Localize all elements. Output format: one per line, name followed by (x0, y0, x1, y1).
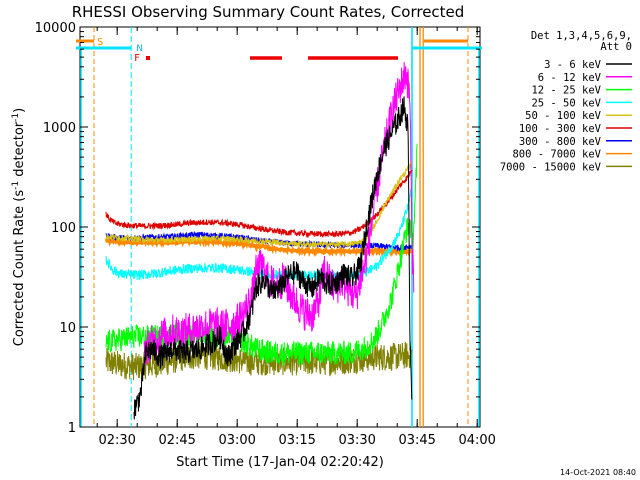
series-line-8 (104, 235, 414, 258)
legend-title-line-1: Det 1,3,4,5,6,9, (531, 30, 632, 42)
legend-entry-label: 800 - 7000 keV (512, 149, 601, 161)
chart-title: RHESSI Observing Summary Count Rates, Co… (72, 3, 465, 21)
legend-entry-label: 25 - 50 keV (531, 97, 601, 109)
y-axis-label-mid: detector (12, 121, 27, 181)
x-tick-label: 02:30 (98, 433, 135, 448)
y-tick-label: 1000 (43, 121, 76, 136)
legend-entry-label: 6 - 12 keV (538, 72, 602, 84)
y-axis-label-sup2: -1 (11, 113, 21, 122)
x-tick-label: 03:00 (218, 433, 255, 448)
series-layer (104, 62, 418, 420)
axes: 02:30 02:45 03:00 03:15 03:30 03:45 04:00 1 10 10… (35, 21, 496, 448)
y-axis-label: Corrected Count Rate (s-1 detector-1) (11, 108, 27, 346)
x-axis-label: Start Time (17-Jan-04 02:20:42) (176, 455, 384, 470)
legend-entry-label: 3 - 6 keV (544, 59, 602, 71)
legend-entry-label: 7000 - 15000 keV (500, 161, 602, 173)
series-line-1 (133, 96, 413, 420)
night-marker-label: N (136, 44, 143, 54)
series-line-5 (105, 160, 413, 249)
legend-entry-label: 100 - 300 keV (519, 123, 602, 135)
flare-marker-label: F (134, 53, 140, 64)
x-tick-label: 03:45 (398, 433, 435, 448)
legend-entry-label: 300 - 800 keV (519, 136, 602, 148)
x-tick-label: 04:00 (458, 433, 495, 448)
y-tick-label: 10 (59, 321, 76, 336)
flare-dot (146, 56, 150, 60)
x-tick-label: 03:15 (278, 433, 315, 448)
y-axis-label-sup1: -1 (11, 181, 21, 190)
y-tick-label: 100 (51, 221, 76, 236)
y-tick-label: 1 (68, 421, 76, 436)
legend-entry-label: 50 - 100 keV (525, 110, 602, 122)
x-tick-label: 02:45 (158, 433, 195, 448)
y-tick-label: 10000 (35, 21, 76, 36)
x-tick-label: 03:30 (338, 433, 375, 448)
y-axis-label-main: Corrected Count Rate (s (12, 190, 27, 347)
footer-timestamp: 14-Oct-2021 08:40 (560, 468, 636, 477)
legend-entry-label: 12 - 25 keV (531, 85, 601, 97)
saa-marker-label: S (97, 37, 103, 48)
observing-markers: S NF (76, 27, 482, 427)
legend-title-line-2: Att 0 (600, 41, 632, 53)
y-axis-label-end: ) (12, 108, 27, 113)
series-line-6 (105, 169, 413, 239)
series-line-3 (105, 143, 418, 366)
